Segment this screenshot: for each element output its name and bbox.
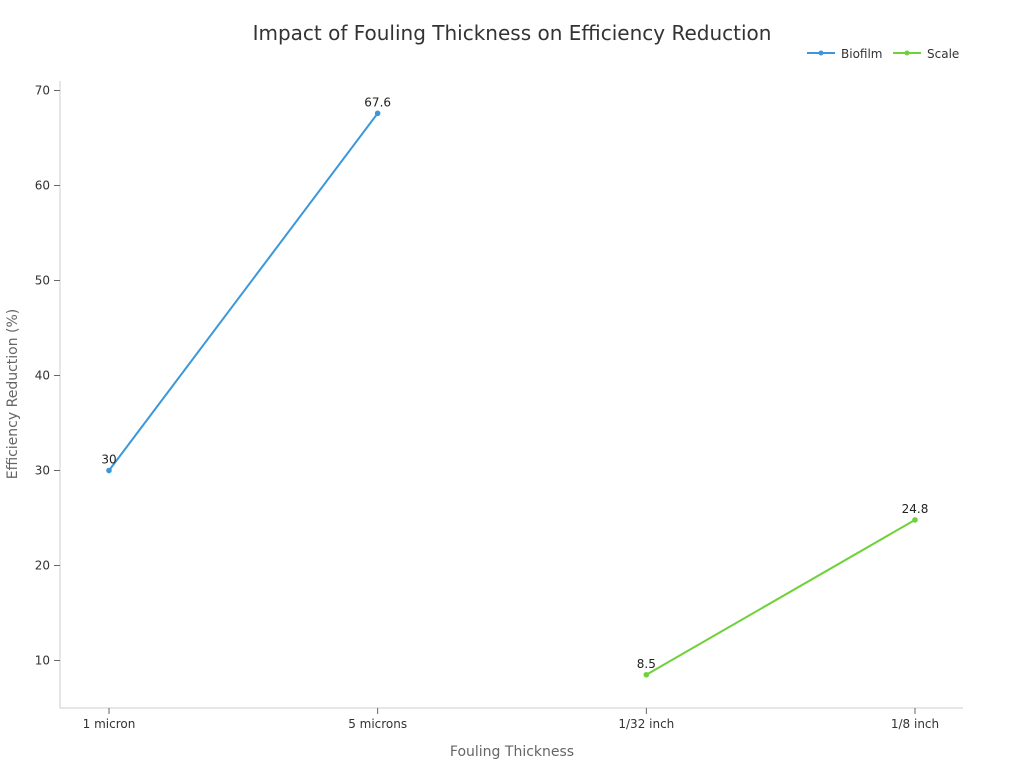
series-layer: 30 67.6 8.5 24.8	[101, 95, 929, 678]
data-label-biofilm-1: 67.6	[364, 95, 391, 109]
data-point-biofilm-1[interactable]	[374, 110, 381, 117]
x-axis-title: Fouling Thickness	[450, 744, 574, 760]
y-tick-label-60: 60	[35, 179, 50, 193]
y-tick-label-10: 10	[35, 654, 50, 668]
series-biofilm: 30 67.6	[101, 95, 391, 474]
series-scale: 8.5 24.8	[637, 502, 929, 678]
legend-label-biofilm: Biofilm	[841, 47, 883, 61]
legend: Biofilm Scale	[807, 47, 959, 61]
series-line-scale	[645, 519, 916, 676]
y-tick-label-40: 40	[35, 369, 50, 383]
data-label-scale-3: 24.8	[902, 502, 929, 516]
data-point-biofilm-0[interactable]	[106, 467, 112, 474]
data-point-scale-3[interactable]	[912, 517, 918, 523]
legend-item-scale[interactable]: Scale	[893, 47, 959, 61]
x-tick-label-3: 1/8 inch	[891, 717, 939, 731]
x-axis-ticks: 1 micron 5 microns 1/32 inch 1/8 inch	[83, 708, 939, 731]
y-tick-label-30: 30	[35, 464, 50, 478]
data-label-scale-2: 8.5	[637, 657, 656, 671]
y-tick-label-50: 50	[35, 274, 50, 288]
x-tick-label-1: 5 microns	[348, 717, 407, 731]
y-axis-ticks: 10 20 30 40 50 60 70	[35, 84, 60, 668]
legend-label-scale: Scale	[927, 47, 959, 61]
y-axis-title: Efficiency Reduction (%)	[5, 309, 21, 480]
legend-marker-scale	[904, 50, 910, 56]
series-line-biofilm	[108, 112, 379, 472]
y-tick-label-70: 70	[35, 84, 50, 98]
data-point-scale-2[interactable]	[643, 671, 650, 678]
legend-item-biofilm[interactable]: Biofilm	[807, 47, 883, 61]
x-tick-label-2: 1/32 inch	[618, 717, 674, 731]
x-tick-label-0: 1 micron	[83, 717, 136, 731]
y-tick-label-20: 20	[35, 559, 50, 573]
legend-marker-biofilm	[818, 50, 824, 56]
data-label-biofilm-0: 30	[101, 453, 116, 467]
chart-title: Impact of Fouling Thickness on Efficienc…	[253, 21, 772, 45]
